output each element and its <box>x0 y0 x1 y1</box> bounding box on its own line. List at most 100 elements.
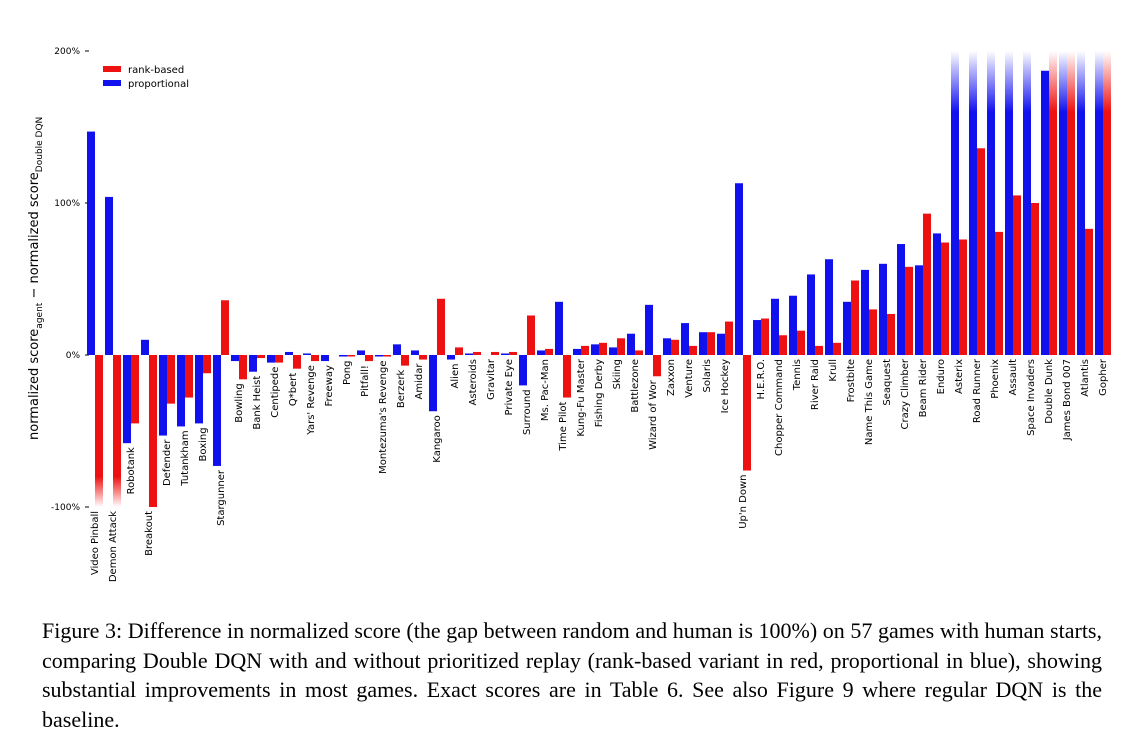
bar-rank <box>1013 195 1021 355</box>
bar-prop <box>987 51 995 355</box>
game-label: Solaris <box>702 359 713 392</box>
game-label: Tennis <box>792 359 803 391</box>
game-label: Boxing <box>198 427 209 461</box>
game-label: Yars' Revenge <box>306 365 317 436</box>
bar-prop <box>843 301 851 355</box>
game-label: Defender <box>162 439 173 486</box>
legend-swatch-rank <box>103 66 121 72</box>
game-label: Seaquest <box>882 359 893 406</box>
bar-prop <box>663 338 671 355</box>
game-label: Gravitar <box>486 358 497 400</box>
game-label: Bowling <box>234 383 245 422</box>
bar-rank <box>293 355 301 369</box>
game-label: James Bond 007 <box>1062 359 1073 441</box>
bar-rank <box>1103 51 1111 355</box>
bar-prop <box>951 51 959 355</box>
game-label: Q*bert <box>288 373 299 406</box>
bar-chart: 200% 100% 0% -100% Video Pinball Demon Attac… <box>27 47 1111 582</box>
bar-prop <box>447 355 455 360</box>
bar-prop <box>645 304 653 355</box>
bar-prop <box>303 353 311 355</box>
game-label: Time Pilot <box>558 401 569 451</box>
game-label: Asteroids <box>468 359 479 405</box>
game-label: Wizard of Wor <box>648 379 659 450</box>
bar-rank <box>743 355 751 471</box>
bar-rank <box>311 355 319 362</box>
bar-prop <box>411 350 419 355</box>
bar-rank <box>185 355 193 398</box>
y-tick-label: -100% <box>51 503 80 513</box>
bar-prop <box>429 355 437 412</box>
bar-rank <box>725 321 733 355</box>
game-label: Frostbite <box>846 359 857 402</box>
game-label: Freeway <box>324 365 335 407</box>
bar-prop <box>501 353 509 355</box>
bar-rank <box>365 355 373 362</box>
bar-prop <box>753 320 761 355</box>
bar-prop <box>807 274 815 355</box>
bar-prop <box>231 355 239 362</box>
bar-rank <box>707 332 715 355</box>
bar-prop <box>465 353 473 355</box>
game-label: Robotank <box>126 447 137 494</box>
bar-rank <box>509 351 517 355</box>
game-label: Ms. Pac-Man <box>540 359 551 421</box>
game-label: Name This Game <box>864 359 875 445</box>
bar-rank <box>455 347 463 355</box>
bar-prop <box>141 339 149 355</box>
bar-prop <box>105 196 113 355</box>
game-label: Video Pinball <box>90 511 101 575</box>
legend-label-prop: proportional <box>128 79 189 90</box>
bar-prop <box>627 333 635 355</box>
bar-rank <box>635 350 643 355</box>
game-label: Chopper Command <box>774 359 785 456</box>
bar-prop <box>159 355 167 436</box>
bar-rank <box>221 300 229 355</box>
bar-prop <box>267 355 275 363</box>
bar-prop <box>249 355 257 372</box>
game-label: Battlezone <box>630 359 641 413</box>
bar-prop <box>357 350 365 355</box>
bar-prop <box>285 351 293 355</box>
bar-rank <box>761 318 769 355</box>
bar-prop <box>339 355 347 357</box>
game-label: Pong <box>342 361 353 385</box>
bar-rank <box>923 213 931 355</box>
bar-prop <box>915 265 923 355</box>
bar-prop <box>1077 51 1085 355</box>
bar-prop <box>591 344 599 355</box>
bar-rank <box>995 231 1003 355</box>
game-label: Road Runner <box>972 358 983 423</box>
bar-rank <box>653 355 661 377</box>
bar-rank <box>833 342 841 355</box>
y-axis-label: normalized scoreagent − normalized score… <box>27 117 45 440</box>
bar-rank <box>113 355 121 507</box>
y-tick-label: 100% <box>54 199 80 209</box>
bar-prop <box>213 355 221 466</box>
bar-rank <box>563 355 571 398</box>
game-labels: Video Pinball Demon Attack Robotank Breakou… <box>90 358 1109 582</box>
bar-prop <box>969 51 977 355</box>
legend-label-rank: rank-based <box>128 65 184 76</box>
game-label: Asterix <box>954 359 965 394</box>
bar-prop <box>681 323 689 355</box>
game-label: Crazy Climber <box>900 358 911 429</box>
game-label: Skiing <box>612 359 623 389</box>
game-label: Pitfall! <box>360 365 371 397</box>
game-label: Kangaroo <box>432 415 443 462</box>
bar-rank <box>167 355 175 404</box>
bar-prop <box>573 348 581 355</box>
game-label: Fishing Derby <box>594 359 605 427</box>
bar-prop <box>735 183 743 355</box>
game-label: Assault <box>1008 359 1019 396</box>
game-label: H.E.R.O. <box>756 359 767 399</box>
y-axis-label-dash: − normalized score <box>27 172 42 302</box>
y-axis-label-sub2: Double DQN <box>35 117 45 173</box>
game-label: Atlantis <box>1080 359 1091 397</box>
game-label: Surround <box>522 389 533 435</box>
game-label: Tutankham <box>180 430 191 486</box>
game-label: Breakout <box>144 511 155 556</box>
bars <box>87 51 1111 507</box>
bar-rank <box>689 345 697 355</box>
bar-rank <box>95 355 103 507</box>
